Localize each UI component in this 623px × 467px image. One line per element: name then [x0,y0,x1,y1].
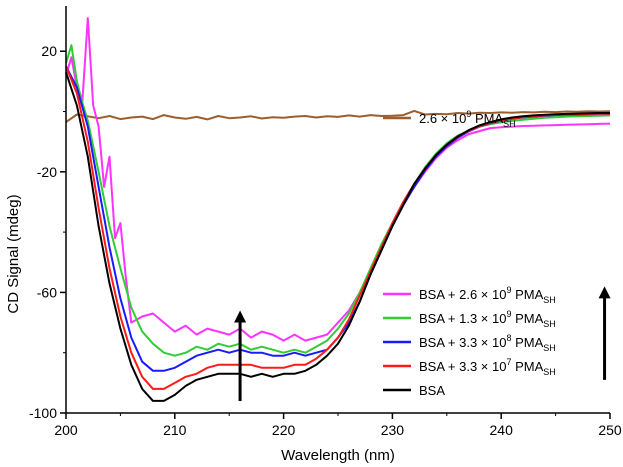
legend-layer: 2.6 × 109 PMASH BSA + 2.6 × 109 PMASH BSA … [383,109,556,398]
legend-label-5: BSA [419,383,445,398]
series-line-0 [65,109,611,123]
y-tick-label-1: -60 [37,284,57,300]
x-axis-title: Wavelength (nm) [281,447,395,464]
series-layer [65,17,611,402]
x-tick-label-2: 220 [272,422,296,438]
legend-label-4: BSA + 3.3 × 107 PMASH [419,357,556,377]
x-tick-label-3: 230 [381,422,405,438]
annotation-layer [234,286,611,401]
trend-arrow-head-0 [234,310,247,323]
series-line-5 [65,71,610,402]
x-tick-label-4: 240 [490,422,514,438]
y-tick-label-3: 20 [41,43,57,59]
series-line-1 [65,17,611,342]
legend-label-0: 2.6 × 109 PMASH [419,109,516,129]
axes-layer: 200 210 220 230 240 250 -100 -60 -20 20 [29,6,622,438]
y-tick-label-2: -20 [37,164,57,180]
legend-label-1: BSA + 2.6 × 109 PMASH [419,285,556,305]
x-tick-label-5: 250 [598,422,622,438]
legend-label-2: BSA + 1.3 × 109 PMASH [419,309,556,329]
x-tick-label-0: 200 [54,422,78,438]
y-axis-title: CD Signal (mdeg) [5,194,22,313]
legend-label-3: BSA + 3.3 × 108 PMASH [419,333,556,353]
series-line-2 [65,44,611,357]
trend-arrow-head-1 [598,286,611,299]
x-tick-label-1: 210 [163,422,187,438]
y-tick-label-0: -100 [29,405,57,421]
